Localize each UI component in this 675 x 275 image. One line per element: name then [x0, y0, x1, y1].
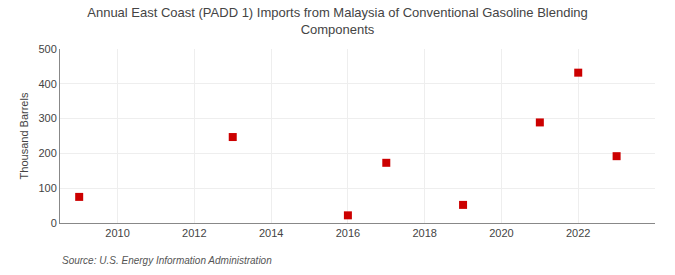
- svg-text:0: 0: [51, 217, 57, 229]
- svg-text:500: 500: [38, 43, 56, 55]
- svg-text:2018: 2018: [412, 227, 436, 239]
- svg-text:200: 200: [38, 147, 56, 159]
- svg-text:2020: 2020: [489, 227, 513, 239]
- svg-text:100: 100: [38, 182, 56, 194]
- svg-text:2012: 2012: [182, 227, 206, 239]
- svg-text:400: 400: [38, 78, 56, 90]
- svg-text:2010: 2010: [105, 227, 129, 239]
- svg-text:Thousand Barrels: Thousand Barrels: [18, 92, 30, 179]
- svg-text:Annual East Coast (PADD 1) Imp: Annual East Coast (PADD 1) Imports from …: [87, 5, 588, 37]
- svg-text:2016: 2016: [336, 227, 360, 239]
- svg-text:300: 300: [38, 112, 56, 124]
- svg-text:2022: 2022: [566, 227, 590, 239]
- svg-text:Source: U.S. Energy Informatio: Source: U.S. Energy Information Administ…: [62, 255, 272, 266]
- svg-text:2014: 2014: [259, 227, 283, 239]
